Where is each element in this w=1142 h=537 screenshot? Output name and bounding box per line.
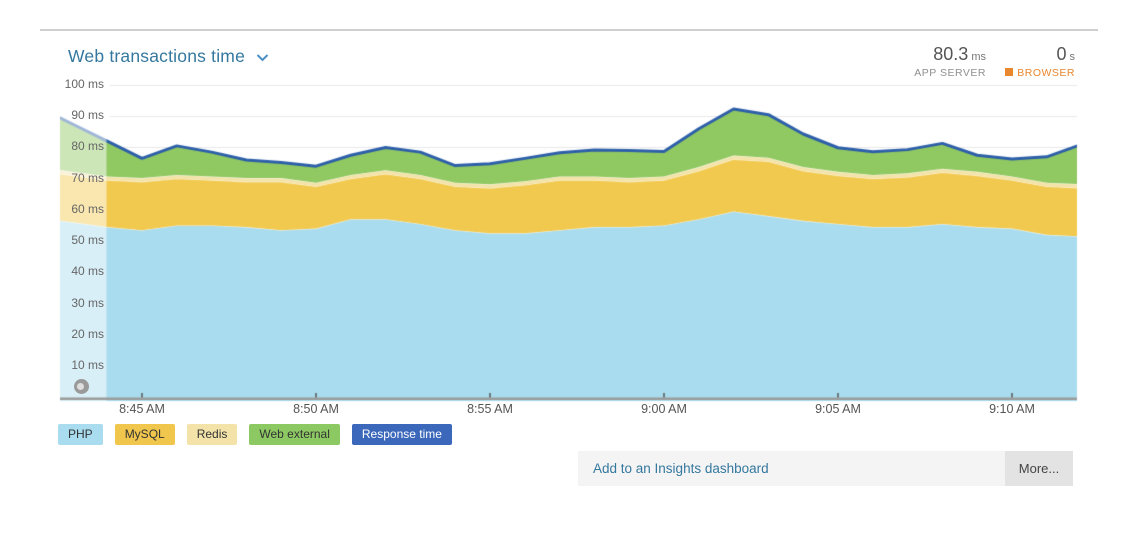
x-axis-label: 8:50 AM: [293, 402, 339, 416]
x-axis-label: 9:05 AM: [815, 402, 861, 416]
legend-item-php[interactable]: PHP: [58, 424, 103, 445]
legend-item-redis[interactable]: Redis: [186, 424, 238, 445]
legend-item-web-external[interactable]: Web external: [249, 424, 340, 445]
y-axis-label: 10 ms: [71, 357, 104, 372]
y-axis-label: 40 ms: [71, 264, 104, 279]
x-axis-label: 8:55 AM: [467, 402, 513, 416]
y-axis-label: 30 ms: [71, 295, 104, 310]
y-axis-label: 70 ms: [71, 170, 104, 185]
more-button[interactable]: More...: [1005, 451, 1073, 486]
x-axis-label: 9:00 AM: [641, 402, 687, 416]
add-to-insights-link[interactable]: Add to an Insights dashboard: [593, 461, 769, 476]
y-axis-label: 90 ms: [71, 108, 104, 123]
y-axis-label: 60 ms: [71, 201, 104, 216]
chart-legend: PHP MySQL Redis Web external Response time: [58, 424, 452, 445]
x-axis-label: 9:10 AM: [989, 402, 1035, 416]
chart-handle-icon[interactable]: [74, 379, 89, 394]
legend-item-mysql[interactable]: MySQL: [114, 424, 175, 445]
x-axis-label: 8:45 AM: [119, 402, 165, 416]
y-axis-label: 50 ms: [71, 233, 104, 248]
y-axis-label: 20 ms: [71, 326, 104, 341]
y-axis-label: 80 ms: [71, 139, 104, 154]
legend-item-response-time[interactable]: Response time: [351, 424, 452, 445]
insights-bar: Add to an Insights dashboard More...: [578, 451, 1073, 486]
y-axis-label: 100 ms: [64, 77, 104, 91]
